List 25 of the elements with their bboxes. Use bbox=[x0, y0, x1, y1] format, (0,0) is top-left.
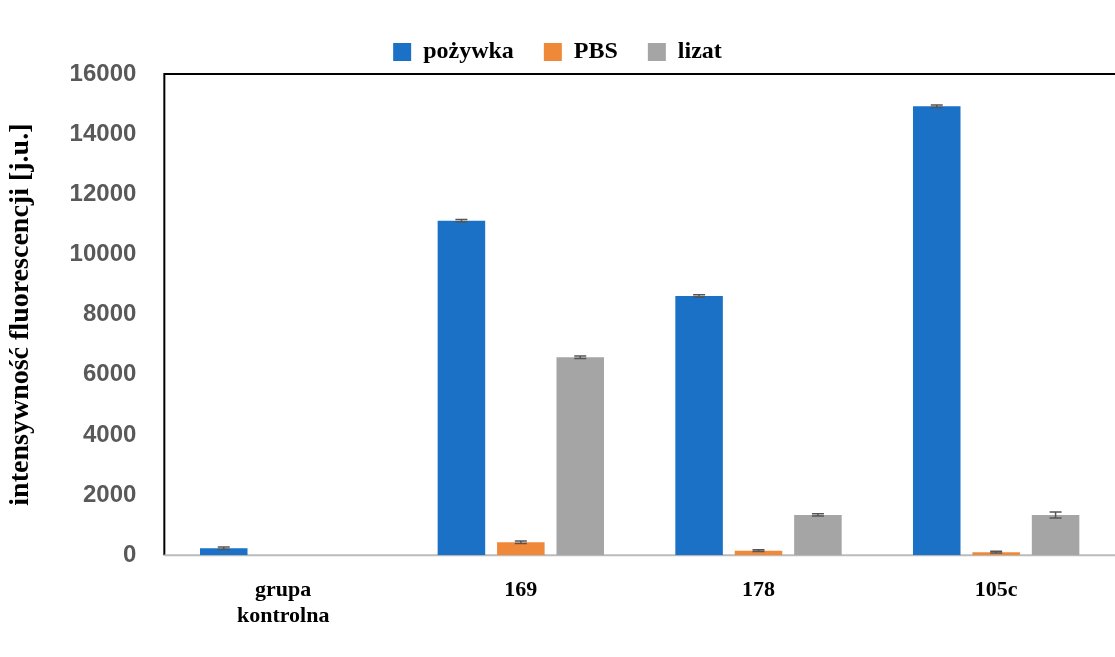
legend-label: pożywka bbox=[423, 37, 514, 64]
x-tick-label: 169 bbox=[504, 576, 538, 602]
bar bbox=[794, 514, 842, 556]
y-tick-label: 4000 bbox=[82, 419, 137, 447]
y-axis-title: intensywność fluorescencji [j.u.] bbox=[3, 123, 35, 506]
legend-label: lizat bbox=[677, 37, 722, 64]
y-tick-label: 12000 bbox=[69, 178, 137, 206]
y-tick-label: 6000 bbox=[82, 359, 137, 387]
x-tick-label: 178 bbox=[742, 576, 775, 602]
bar bbox=[199, 548, 248, 556]
bar bbox=[556, 357, 605, 556]
bar bbox=[437, 220, 486, 556]
x-tick-label: grupa kontrolna bbox=[236, 576, 330, 628]
y-tick-label: 8000 bbox=[82, 299, 137, 327]
y-tick-label: 16000 bbox=[69, 58, 137, 86]
y-tick-label: 14000 bbox=[69, 118, 137, 146]
y-tick-label: 10000 bbox=[69, 239, 137, 267]
bar bbox=[675, 295, 723, 556]
y-tick-label: 0 bbox=[122, 539, 137, 567]
bar bbox=[497, 542, 545, 556]
legend-label: PBS bbox=[573, 37, 618, 64]
x-tick-label: 105c bbox=[974, 576, 1018, 602]
y-tick-label: 2000 bbox=[82, 479, 137, 507]
bar bbox=[1031, 514, 1080, 556]
bar bbox=[912, 106, 961, 556]
